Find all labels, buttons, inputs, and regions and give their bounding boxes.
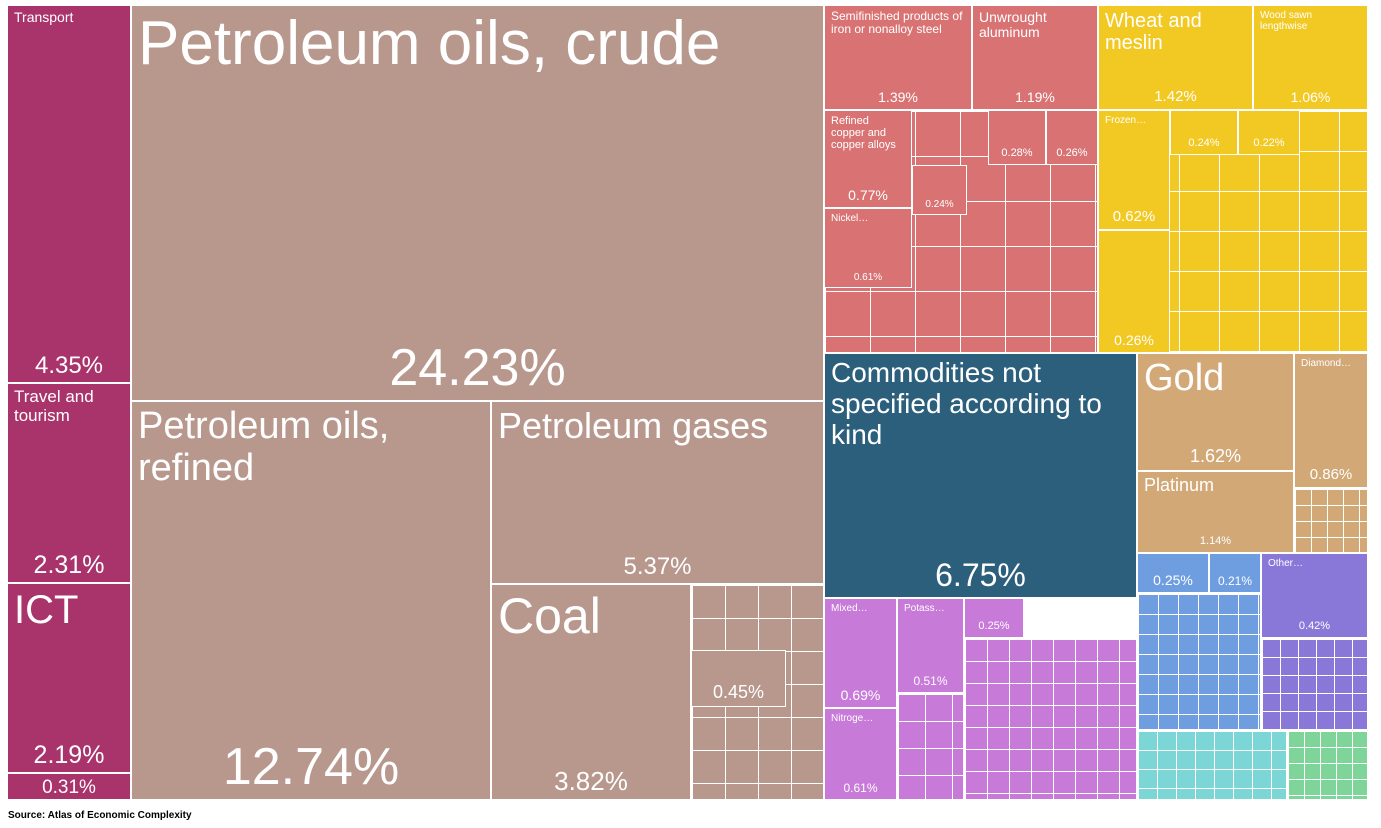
tile-label: Wood sawn lengthwise [1260, 10, 1313, 32]
tile-label: Nickel… [831, 213, 869, 224]
tile-value: 0.28% [1001, 147, 1033, 160]
small-tiles [1261, 638, 1368, 730]
treemap-tile: Wheat and meslin 1.42% [1098, 5, 1253, 110]
tile-value: 1.39% [878, 89, 918, 106]
treemap-tile: 0.24% [1170, 110, 1238, 155]
tile-label: Other… [1268, 558, 1304, 569]
tile-value: 0.61% [853, 271, 883, 283]
tile-value: 0.26% [1056, 147, 1088, 160]
tile-value: 1.14% [1199, 535, 1232, 548]
treemap-tile: Refined copper and copper alloys 0.77% [824, 110, 912, 208]
tile-label: Petroleum gases [498, 405, 769, 446]
treemap-tile: Diamond… 0.86% [1294, 353, 1368, 488]
tile-label: Nitroge… [831, 713, 874, 724]
treemap-tile: Frozen… 0.62% [1098, 110, 1170, 230]
treemap-tile: Wood sawn lengthwise 1.06% [1253, 5, 1368, 110]
treemap-tile: Semifinished products of iron or nonallo… [824, 5, 972, 110]
treemap-tile: Travel and tourism 2.31% [7, 383, 131, 583]
tile-value: 0.62% [1112, 208, 1156, 226]
treemap-tile: 0.24% [912, 165, 967, 215]
tile-value: 3.82% [554, 765, 628, 796]
treemap-tile: Petroleum oils, refined 12.74% [131, 401, 491, 800]
tile-value: 0.69% [840, 687, 881, 704]
tile-value: 6.75% [935, 557, 1026, 594]
tile-value: 0.21% [1217, 574, 1253, 589]
tile-label: Mixed… [831, 603, 868, 614]
tile-label: Coal [498, 588, 601, 644]
treemap-tile: Potass… 0.51% [897, 598, 964, 693]
tile-value: 0.86% [1309, 466, 1353, 484]
tile-value: 24.23% [389, 339, 566, 398]
tile-label: ICT [14, 588, 79, 632]
treemap-tile: Nickel… 0.61% [824, 208, 912, 288]
small-tiles [1294, 488, 1368, 553]
tile-label: Gold [1144, 357, 1225, 399]
tile-label: Commodities not specified according to k… [831, 357, 1102, 450]
tile-value: 0.45% [712, 682, 765, 703]
treemap-tile: Petroleum gases 5.37% [491, 401, 824, 584]
tile-label: Wheat and meslin [1105, 10, 1202, 54]
tile-value: 2.19% [33, 740, 105, 769]
tile-value: 0.24% [925, 198, 954, 210]
treemap-tile: 0.45% [691, 650, 786, 707]
tile-value: 0.22% [1253, 137, 1285, 150]
small-tiles [1137, 593, 1261, 730]
tile-value: 0.25% [1153, 572, 1193, 589]
tile-value: 1.06% [1290, 89, 1331, 106]
treemap-tile: Coal 3.82% [491, 584, 691, 800]
treemap-tile: Platinum 1.14% [1137, 471, 1294, 553]
tile-value: 2.31% [33, 550, 105, 579]
tile-label: Refined copper and copper alloys [831, 115, 896, 152]
treemap-tile: 0.26% [1046, 110, 1098, 165]
treemap-tile: 0.21% [1209, 553, 1261, 593]
tile-value: 0.61% [843, 781, 878, 796]
treemap-tile: Gold 1.62% [1137, 353, 1294, 471]
treemap-tile: 0.25% [964, 598, 1024, 638]
tile-label: Potass… [904, 603, 945, 614]
small-tiles [1287, 730, 1368, 800]
treemap-tile: Petroleum oils, crude 24.23% [131, 5, 824, 401]
treemap-tile: Transport 4.35% [7, 5, 131, 383]
tile-value: 0.77% [848, 187, 888, 204]
treemap-tile: 0.28% [988, 110, 1046, 165]
tile-label: Platinum [1144, 475, 1215, 495]
tile-value: 0.31% [42, 777, 96, 798]
tile-label: Unwrought aluminum [979, 9, 1047, 41]
tile-label: Semifinished products of iron or nonallo… [831, 9, 963, 37]
tile-label: Petroleum oils, crude [138, 9, 721, 78]
tile-label: Frozen… [1105, 115, 1147, 126]
treemap-tile: Mixed… 0.69% [824, 598, 897, 708]
treemap-tile: 0.25% [1137, 553, 1209, 593]
small-tiles [897, 693, 964, 800]
source-note: Source: Atlas of Economic Complexity [8, 810, 192, 821]
treemap-tile: Other… 0.42% [1261, 553, 1368, 638]
tile-value: 12.74% [222, 738, 400, 797]
tile-label: Diamond… [1301, 358, 1352, 369]
tile-value: 4.35% [34, 351, 104, 379]
small-tiles [964, 638, 1137, 800]
treemap-tile: Commodities not specified according to k… [824, 353, 1137, 598]
treemap-tile: Unwrought aluminum 1.19% [972, 5, 1098, 110]
small-tiles [1137, 730, 1287, 800]
tile-label: Transport [14, 9, 74, 25]
tile-value: 0.25% [978, 620, 1010, 633]
treemap-tile: 0.31% [7, 773, 131, 800]
tile-value: 0.24% [1188, 137, 1220, 150]
tile-value: 1.19% [1015, 89, 1055, 106]
tile-value: 1.42% [1154, 88, 1197, 106]
tile-value: 1.62% [1189, 446, 1242, 467]
treemap-tile: 0.22% [1238, 110, 1300, 155]
tile-value: 5.37% [623, 552, 692, 580]
tile-value: 0.42% [1298, 620, 1331, 633]
tile-label: Petroleum oils, refined [138, 405, 390, 489]
treemap-tile: ICT 2.19% [7, 583, 131, 773]
treemap-tile: Nitroge… 0.61% [824, 708, 897, 800]
tile-value: 0.26% [1114, 332, 1154, 349]
treemap-tile: 0.26% [1098, 230, 1170, 353]
tile-value: 0.51% [913, 674, 948, 689]
tile-label: Travel and tourism [14, 387, 94, 425]
